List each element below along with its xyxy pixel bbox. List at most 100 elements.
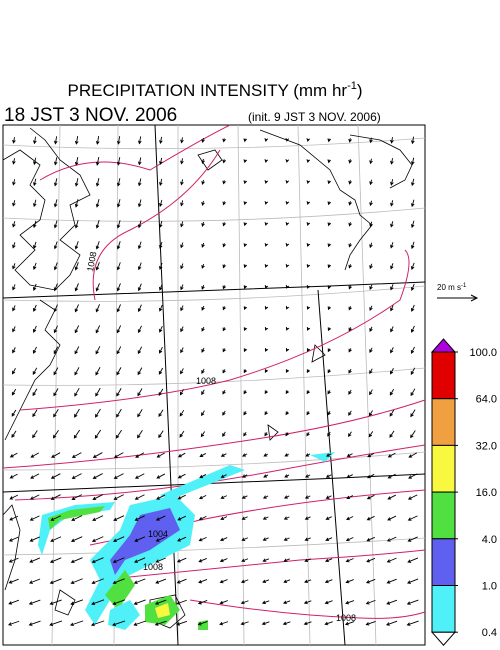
wind-arrow xyxy=(53,178,58,187)
wind-arrow xyxy=(179,409,185,417)
wind-arrow xyxy=(134,557,146,563)
wind-arrow xyxy=(305,453,311,457)
wind-arrow xyxy=(222,431,226,437)
wind-arrow xyxy=(116,304,121,313)
wind-arrow xyxy=(159,136,163,145)
wind-arrow xyxy=(264,411,268,416)
wind-arrow xyxy=(285,411,289,416)
wind-arrow xyxy=(74,136,79,145)
wind-scale-label: 20 m s-1 xyxy=(437,283,467,292)
wind-arrow xyxy=(199,474,207,479)
wind-arrow xyxy=(28,599,41,605)
wind-arrow xyxy=(74,199,79,208)
wind-arrow xyxy=(345,600,355,605)
wind-arrow xyxy=(285,369,290,373)
wind-arrow xyxy=(28,620,41,626)
wind-arrow xyxy=(285,242,290,247)
wind-arrow xyxy=(243,138,248,143)
wind-arrow xyxy=(159,220,163,228)
wind-arrow xyxy=(390,263,394,270)
colorbar-label: 64.0 xyxy=(476,394,497,406)
wind-arrow xyxy=(198,557,207,563)
wind-arrow xyxy=(264,326,269,331)
wind-arrow xyxy=(387,452,396,458)
wind-arrow xyxy=(53,157,58,166)
wind-arrow xyxy=(11,409,17,417)
wind-arrow xyxy=(137,325,142,334)
title: PRECIPITATION INTENSITY (mm hr-1) xyxy=(67,80,362,100)
wind-arrow xyxy=(50,536,62,542)
wind-arrow xyxy=(324,579,333,584)
wind-arrow xyxy=(327,369,331,374)
wind-arrow xyxy=(137,430,143,439)
wind-arrow xyxy=(116,408,122,418)
wind-arrow xyxy=(74,283,79,292)
wind-arrow xyxy=(264,138,269,142)
wind-arrow xyxy=(116,325,122,334)
wind-arrow xyxy=(8,557,19,563)
wind-arrow xyxy=(159,178,163,186)
wind-arrow xyxy=(116,220,121,229)
wind-arrow xyxy=(159,241,163,249)
wind-arrow xyxy=(112,557,125,564)
wind-arrow xyxy=(386,578,397,584)
wind-arrow xyxy=(53,367,59,376)
wind-arrow xyxy=(116,241,121,250)
wind-arrow xyxy=(29,557,41,563)
wind-arrow xyxy=(113,494,124,500)
wind-arrow xyxy=(112,599,126,606)
wind-arrow xyxy=(348,306,352,311)
wind-arrow xyxy=(283,579,291,583)
wind-arrow xyxy=(325,495,332,499)
wind-arrow xyxy=(159,304,163,312)
wind-arrow xyxy=(306,432,310,437)
wind-arrow xyxy=(8,620,20,626)
wind-arrow xyxy=(345,558,354,563)
wind-arrow xyxy=(243,243,248,248)
wind-arrow xyxy=(201,137,205,144)
wind-arrow xyxy=(95,241,100,250)
wind-arrow xyxy=(407,494,418,500)
wind-arrow xyxy=(389,388,395,396)
wind-arrow xyxy=(407,557,419,563)
wind-arrow xyxy=(50,473,61,479)
wind-arrow xyxy=(324,558,333,563)
wind-arrow xyxy=(112,578,125,585)
wind-arrow xyxy=(32,346,37,354)
wind-arrow xyxy=(113,515,125,521)
wind-arrow xyxy=(197,600,208,605)
wind-arrow xyxy=(95,262,100,271)
wind-arrow xyxy=(222,410,226,416)
wind-arrow xyxy=(137,283,142,292)
wind-arrow xyxy=(366,494,375,500)
wind-arrow xyxy=(306,348,311,352)
wind-arrow xyxy=(32,430,38,439)
colorbar-segment xyxy=(431,444,456,493)
wind-arrow xyxy=(240,621,249,626)
wind-arrow xyxy=(283,516,290,520)
wind-arrow xyxy=(137,388,143,397)
wind-arrow xyxy=(283,495,290,499)
wind-arrow xyxy=(222,306,226,311)
wind-arrow xyxy=(264,348,269,352)
wind-arrow xyxy=(390,347,394,354)
wind-arrow xyxy=(410,241,415,250)
wind-arrow xyxy=(201,305,205,311)
wind-arrow xyxy=(327,138,331,143)
wind-arrow xyxy=(9,452,18,458)
wind-arrow xyxy=(156,452,165,458)
wind-arrow xyxy=(52,429,59,439)
wind-arrow xyxy=(12,263,16,270)
wind-arrow xyxy=(71,515,83,521)
wind-arrow xyxy=(201,200,205,206)
wind-arrow xyxy=(327,159,331,164)
wind-arrow xyxy=(180,200,184,207)
wind-arrow xyxy=(285,221,290,226)
wind-arrow xyxy=(32,409,38,418)
wind-arrow xyxy=(282,600,291,605)
wind-arrow xyxy=(222,201,226,206)
wind-arrow xyxy=(369,389,373,396)
colorbar-label: 100.0 xyxy=(469,347,497,359)
wind-arrow xyxy=(33,157,37,166)
